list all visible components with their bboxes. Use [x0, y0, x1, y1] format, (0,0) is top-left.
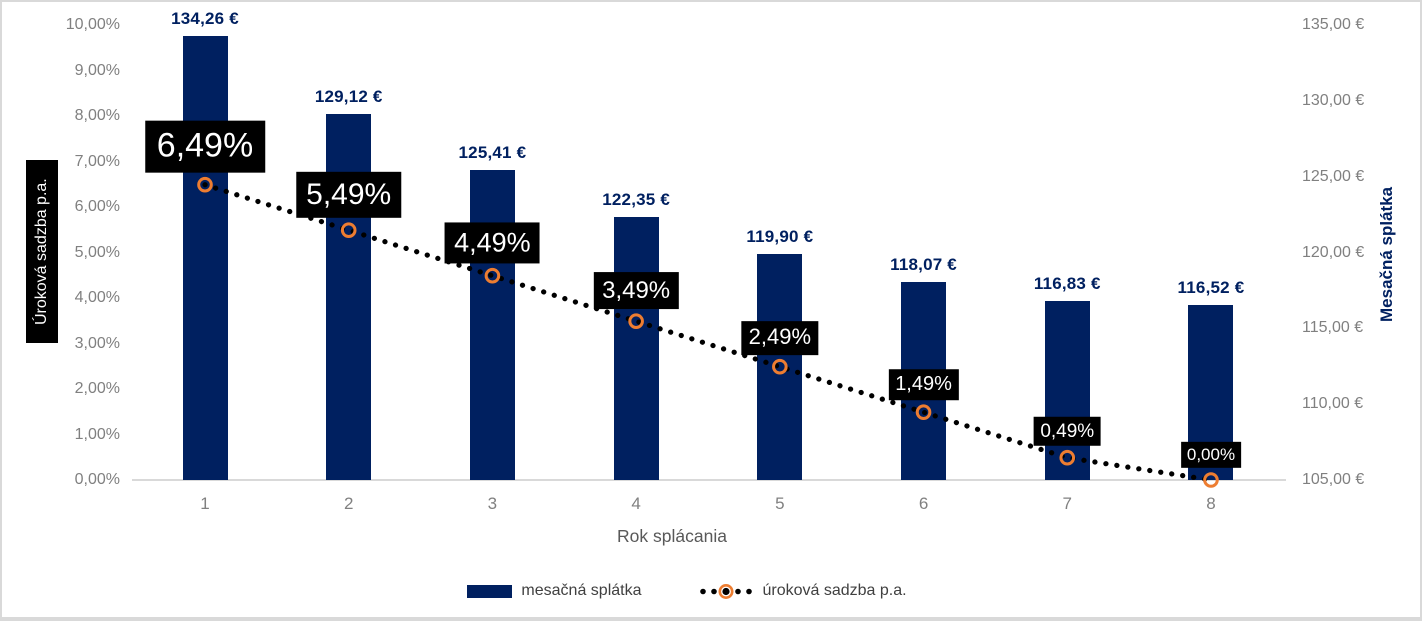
rate-callout: 6,49%: [145, 120, 265, 173]
payment-value-label: 118,07 €: [890, 254, 957, 274]
right-axis-tick: 135,00 €: [1302, 16, 1365, 33]
x-axis-tick: 7: [1062, 494, 1072, 513]
left-axis-tick: 4,00%: [74, 289, 120, 306]
rate-callout: 3,49%: [593, 272, 679, 310]
left-axis-tick: 9,00%: [74, 61, 120, 79]
bar-swatch-icon: [467, 584, 513, 598]
payment-value-label: 116,83 €: [1033, 273, 1101, 293]
x-axis-title: Rok splácania: [617, 526, 727, 546]
payment-bar[interactable]: [182, 36, 228, 480]
rate-callout: 5,49%: [295, 172, 402, 219]
left-axis-tick: 1,00%: [74, 425, 120, 443]
x-axis-tick: 5: [775, 494, 785, 513]
rate-callout: 2,49%: [741, 320, 819, 355]
left-axis-tick: 6,00%: [74, 198, 120, 215]
right-axis-tick: 130,00 €: [1302, 91, 1365, 109]
left-axis-tick: 3,00%: [74, 334, 120, 352]
x-axis-tick: 2: [343, 494, 354, 513]
left-axis-tick: 2,00%: [74, 380, 120, 397]
legend-label-line: úroková sadzba p.a.: [762, 582, 907, 599]
left-axis-tick: 5,00%: [74, 243, 120, 261]
payment-value-label: 134,26 €: [171, 9, 239, 29]
legend: mesačná splátka úroková sadzba p.a.: [2, 577, 1372, 605]
payment-bar[interactable]: [757, 254, 803, 480]
legend-item-line: úroková sadzba p.a.: [699, 582, 907, 600]
legend-label-bar: mesačná splátka: [521, 582, 642, 599]
payment-value-label: 116,52 €: [1177, 278, 1245, 298]
rate-callout: 1,49%: [888, 369, 959, 401]
x-axis-tick: 8: [1206, 494, 1216, 513]
left-axis-tick: 0,00%: [74, 471, 120, 488]
left-axis-tick: 10,00%: [65, 16, 120, 33]
rate-callout: 4,49%: [444, 222, 540, 264]
legend-item-bar: mesačná splátka: [467, 582, 641, 600]
rate-callout: 0,00%: [1181, 441, 1241, 468]
left-axis-title: Úroková sadzba p.a.: [26, 160, 58, 343]
rate-callout: 0,49%: [1033, 416, 1101, 446]
right-axis-tick: 115,00 €: [1302, 319, 1364, 337]
x-axis-tick: 1: [200, 494, 210, 513]
dotted-line-marker-icon: [700, 583, 753, 599]
payment-value-label: 125,41 €: [458, 143, 527, 163]
x-axis-tick: 3: [487, 494, 498, 513]
right-axis-tick: 120,00 €: [1302, 243, 1365, 261]
right-axis-title: Mesačná splátka: [1377, 186, 1396, 323]
payment-value-label: 119,90 €: [746, 227, 814, 247]
x-axis-tick: 6: [918, 494, 929, 513]
payment-bar[interactable]: [1044, 300, 1090, 480]
payment-bar[interactable]: [613, 216, 659, 480]
x-axis-tick: 4: [631, 494, 641, 513]
left-axis-tick: 8,00%: [74, 107, 120, 124]
right-axis-tick: 105,00 €: [1302, 471, 1365, 488]
left-axis-tick: 7,00%: [74, 152, 120, 170]
right-axis-tick: 110,00 €: [1302, 395, 1364, 413]
payment-value-label: 122,35 €: [602, 189, 671, 209]
payment-bar[interactable]: [469, 170, 515, 480]
x-axis-line: [132, 479, 1286, 481]
right-axis-tick: 125,00 €: [1302, 167, 1365, 185]
payment-bar[interactable]: [326, 114, 372, 480]
payment-value-label: 129,12 €: [314, 87, 383, 107]
